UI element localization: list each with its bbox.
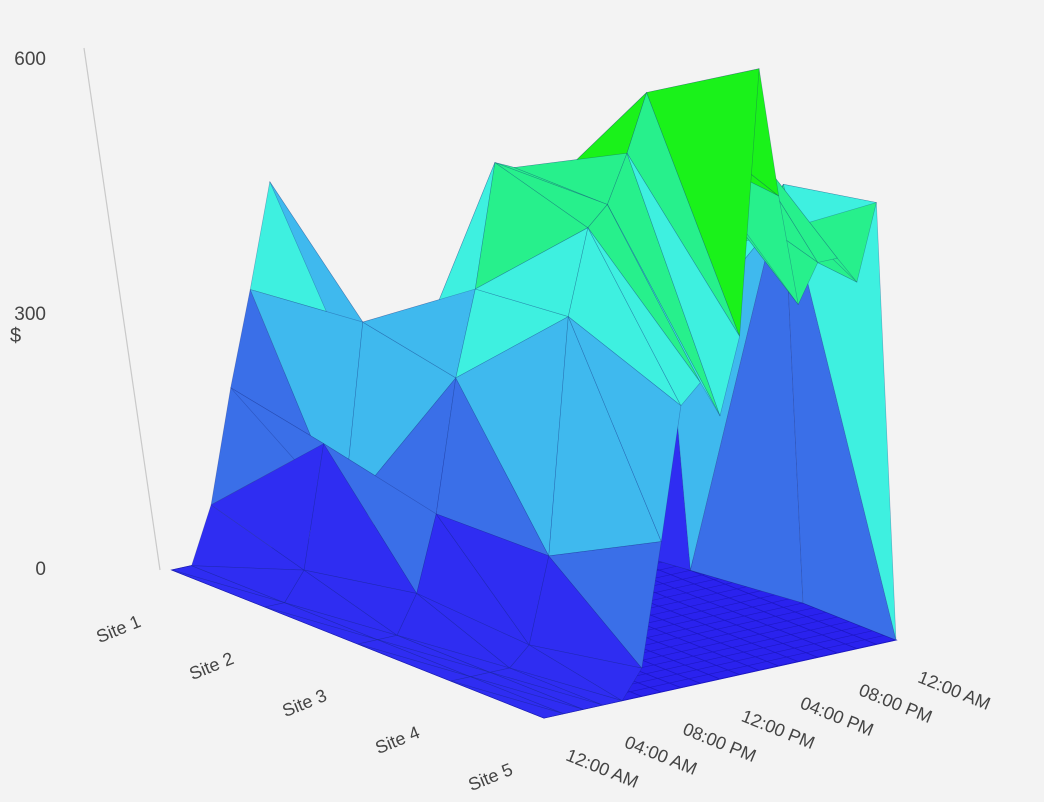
surface-facet xyxy=(626,152,740,417)
surface-facet xyxy=(450,680,564,719)
surface-facet xyxy=(450,676,564,715)
surface-facet xyxy=(509,644,623,702)
site-axis-label: Site 3 xyxy=(279,685,329,721)
site-axis-label: Site 4 xyxy=(372,722,422,758)
z-tick-label: 0 xyxy=(35,559,46,580)
surface-facet xyxy=(474,227,589,317)
surface-facet xyxy=(528,644,643,702)
surface-facet xyxy=(455,316,569,557)
z-axis-label: $ xyxy=(10,325,21,347)
surface-facet xyxy=(646,68,760,337)
surface-facet xyxy=(264,606,378,645)
surface-facet xyxy=(509,667,623,706)
z-tick-label: 600 xyxy=(14,49,46,70)
surface-facet xyxy=(548,541,662,669)
surface-facet xyxy=(470,676,584,715)
surface-facet xyxy=(607,204,721,417)
surface-facet xyxy=(171,569,285,608)
chart-frame-layer xyxy=(83,47,161,571)
site-axis-label: Site 1 xyxy=(93,611,143,647)
z-tick-label: 300 xyxy=(14,304,46,325)
surface-facet xyxy=(567,316,682,542)
surface-facet xyxy=(357,643,471,682)
chart-surface-layer xyxy=(171,68,897,719)
site-axis-label: Site 5 xyxy=(465,759,515,795)
surface-facet xyxy=(489,671,604,710)
surface-facet xyxy=(783,184,897,641)
site-axis-label: Site 2 xyxy=(186,648,236,684)
z-axis-line xyxy=(83,47,161,571)
surface-facet xyxy=(587,227,701,407)
